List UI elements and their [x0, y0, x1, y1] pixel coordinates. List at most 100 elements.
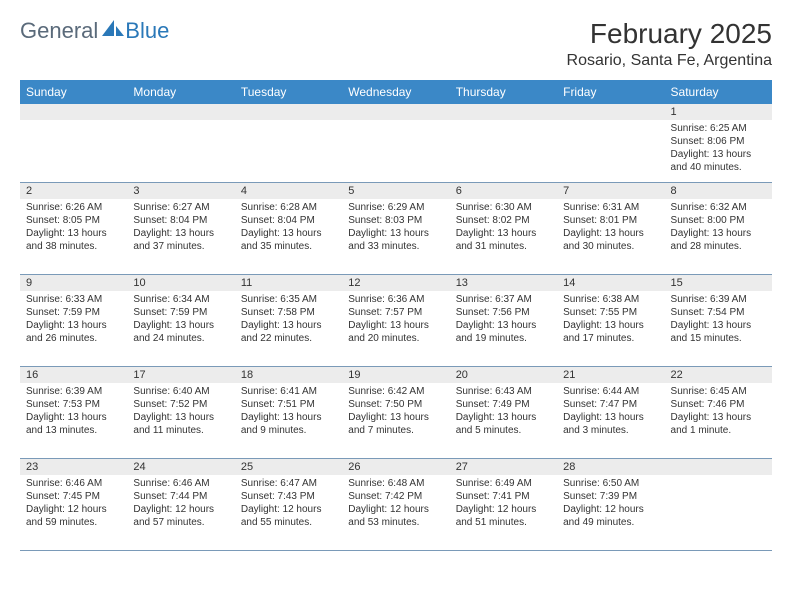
sunrise-text: Sunrise: 6:27 AM: [133, 201, 228, 214]
calendar-day-cell: 10Sunrise: 6:34 AMSunset: 7:59 PMDayligh…: [127, 274, 234, 366]
daylight-text: Daylight: 12 hours and 51 minutes.: [456, 503, 551, 529]
calendar-day-cell: 15Sunrise: 6:39 AMSunset: 7:54 PMDayligh…: [665, 274, 772, 366]
day-number: 3: [127, 183, 234, 199]
calendar-day-cell: 25Sunrise: 6:47 AMSunset: 7:43 PMDayligh…: [235, 458, 342, 550]
daylight-text: Daylight: 13 hours and 15 minutes.: [671, 319, 766, 345]
location: Rosario, Santa Fe, Argentina: [567, 52, 772, 70]
sunrise-text: Sunrise: 6:25 AM: [671, 122, 766, 135]
sunset-text: Sunset: 7:47 PM: [563, 398, 658, 411]
calendar-table: Sunday Monday Tuesday Wednesday Thursday…: [20, 80, 772, 551]
daylight-text: Daylight: 13 hours and 33 minutes.: [348, 227, 443, 253]
sunset-text: Sunset: 7:56 PM: [456, 306, 551, 319]
daylight-text: Daylight: 13 hours and 20 minutes.: [348, 319, 443, 345]
daylight-text: Daylight: 12 hours and 59 minutes.: [26, 503, 121, 529]
sunrise-text: Sunrise: 6:39 AM: [671, 293, 766, 306]
sunrise-text: Sunrise: 6:28 AM: [241, 201, 336, 214]
sunset-text: Sunset: 7:51 PM: [241, 398, 336, 411]
daylight-text: Daylight: 13 hours and 7 minutes.: [348, 411, 443, 437]
sunrise-text: Sunrise: 6:34 AM: [133, 293, 228, 306]
daylight-text: Daylight: 13 hours and 37 minutes.: [133, 227, 228, 253]
calendar-day-cell: [450, 104, 557, 182]
day-number: 10: [127, 275, 234, 291]
calendar-day-cell: 3 Sunrise: 6:27 AMSunset: 8:04 PMDaylight…: [127, 182, 234, 274]
day-content: Sunrise: 6:37 AMSunset: 7:56 PMDaylight:…: [450, 291, 557, 349]
day-content: Sunrise: 6:38 AMSunset: 7:55 PMDaylight:…: [557, 291, 664, 349]
sunset-text: Sunset: 7:58 PM: [241, 306, 336, 319]
calendar-week-row: 1Sunrise: 6:25 AMSunset: 8:06 PMDaylight…: [20, 104, 772, 182]
title-block: February 2025 Rosario, Santa Fe, Argenti…: [567, 18, 772, 70]
sunset-text: Sunset: 7:43 PM: [241, 490, 336, 503]
sunset-text: Sunset: 8:04 PM: [133, 214, 228, 227]
daylight-text: Daylight: 13 hours and 11 minutes.: [133, 411, 228, 437]
sunset-text: Sunset: 7:46 PM: [671, 398, 766, 411]
day-number: 2: [20, 183, 127, 199]
calendar-day-cell: 5Sunrise: 6:29 AMSunset: 8:03 PMDaylight…: [342, 182, 449, 274]
sunrise-text: Sunrise: 6:26 AM: [26, 201, 121, 214]
sunset-text: Sunset: 7:53 PM: [26, 398, 121, 411]
calendar-day-cell: 16Sunrise: 6:39 AMSunset: 7:53 PMDayligh…: [20, 366, 127, 458]
day-content: Sunrise: 6:32 AMSunset: 8:00 PMDaylight:…: [665, 199, 772, 257]
calendar-day-cell: 20Sunrise: 6:43 AMSunset: 7:49 PMDayligh…: [450, 366, 557, 458]
daylight-text: Daylight: 12 hours and 55 minutes.: [241, 503, 336, 529]
sunset-text: Sunset: 7:55 PM: [563, 306, 658, 319]
day-number: 11: [235, 275, 342, 291]
calendar-week-row: 16Sunrise: 6:39 AMSunset: 7:53 PMDayligh…: [20, 366, 772, 458]
day-content: Sunrise: 6:39 AMSunset: 7:54 PMDaylight:…: [665, 291, 772, 349]
sunset-text: Sunset: 8:06 PM: [671, 135, 766, 148]
daylight-text: Daylight: 13 hours and 30 minutes.: [563, 227, 658, 253]
weekday-header: Saturday: [665, 80, 772, 104]
sunrise-text: Sunrise: 6:45 AM: [671, 385, 766, 398]
sunrise-text: Sunrise: 6:44 AM: [563, 385, 658, 398]
sunrise-text: Sunrise: 6:40 AM: [133, 385, 228, 398]
calendar-body: 1Sunrise: 6:25 AMSunset: 8:06 PMDaylight…: [20, 104, 772, 550]
calendar-day-cell: 7Sunrise: 6:31 AMSunset: 8:01 PMDaylight…: [557, 182, 664, 274]
day-content: Sunrise: 6:25 AMSunset: 8:06 PMDaylight:…: [665, 120, 772, 178]
logo-text-general: General: [20, 18, 98, 44]
sunrise-text: Sunrise: 6:36 AM: [348, 293, 443, 306]
sunset-text: Sunset: 7:41 PM: [456, 490, 551, 503]
day-number: 16: [20, 367, 127, 383]
day-content: Sunrise: 6:34 AMSunset: 7:59 PMDaylight:…: [127, 291, 234, 349]
calendar-day-cell: 14Sunrise: 6:38 AMSunset: 7:55 PMDayligh…: [557, 274, 664, 366]
daylight-text: Daylight: 13 hours and 19 minutes.: [456, 319, 551, 345]
day-content: Sunrise: 6:33 AMSunset: 7:59 PMDaylight:…: [20, 291, 127, 349]
sunset-text: Sunset: 7:59 PM: [133, 306, 228, 319]
daylight-text: Daylight: 13 hours and 26 minutes.: [26, 319, 121, 345]
sunrise-text: Sunrise: 6:31 AM: [563, 201, 658, 214]
day-number: 9: [20, 275, 127, 291]
day-number: 19: [342, 367, 449, 383]
sunrise-text: Sunrise: 6:33 AM: [26, 293, 121, 306]
sunrise-text: Sunrise: 6:48 AM: [348, 477, 443, 490]
sunset-text: Sunset: 8:00 PM: [671, 214, 766, 227]
day-content: Sunrise: 6:26 AMSunset: 8:05 PMDaylight:…: [20, 199, 127, 257]
day-number: 26: [342, 459, 449, 475]
daylight-text: Daylight: 13 hours and 40 minutes.: [671, 148, 766, 174]
weekday-header: Friday: [557, 80, 664, 104]
sunrise-text: Sunrise: 6:46 AM: [133, 477, 228, 490]
calendar-week-row: 23Sunrise: 6:46 AMSunset: 7:45 PMDayligh…: [20, 458, 772, 550]
weekday-header: Sunday: [20, 80, 127, 104]
weekday-header: Thursday: [450, 80, 557, 104]
sunset-text: Sunset: 7:49 PM: [456, 398, 551, 411]
day-content: Sunrise: 6:41 AMSunset: 7:51 PMDaylight:…: [235, 383, 342, 441]
day-content: Sunrise: 6:43 AMSunset: 7:49 PMDaylight:…: [450, 383, 557, 441]
sunrise-text: Sunrise: 6:29 AM: [348, 201, 443, 214]
calendar-day-cell: [127, 104, 234, 182]
sunrise-text: Sunrise: 6:37 AM: [456, 293, 551, 306]
day-number: 8: [665, 183, 772, 199]
day-number: 5: [342, 183, 449, 199]
daylight-text: Daylight: 13 hours and 28 minutes.: [671, 227, 766, 253]
daylight-text: Daylight: 13 hours and 24 minutes.: [133, 319, 228, 345]
calendar-day-cell: 18Sunrise: 6:41 AMSunset: 7:51 PMDayligh…: [235, 366, 342, 458]
daylight-text: Daylight: 13 hours and 38 minutes.: [26, 227, 121, 253]
sunrise-text: Sunrise: 6:46 AM: [26, 477, 121, 490]
calendar-day-cell: [20, 104, 127, 182]
day-content: Sunrise: 6:31 AMSunset: 8:01 PMDaylight:…: [557, 199, 664, 257]
daylight-text: Daylight: 13 hours and 9 minutes.: [241, 411, 336, 437]
calendar-day-cell: 22Sunrise: 6:45 AMSunset: 7:46 PMDayligh…: [665, 366, 772, 458]
day-content: Sunrise: 6:48 AMSunset: 7:42 PMDaylight:…: [342, 475, 449, 533]
day-number: 23: [20, 459, 127, 475]
calendar-day-cell: [235, 104, 342, 182]
daylight-text: Daylight: 13 hours and 5 minutes.: [456, 411, 551, 437]
weekday-header: Tuesday: [235, 80, 342, 104]
